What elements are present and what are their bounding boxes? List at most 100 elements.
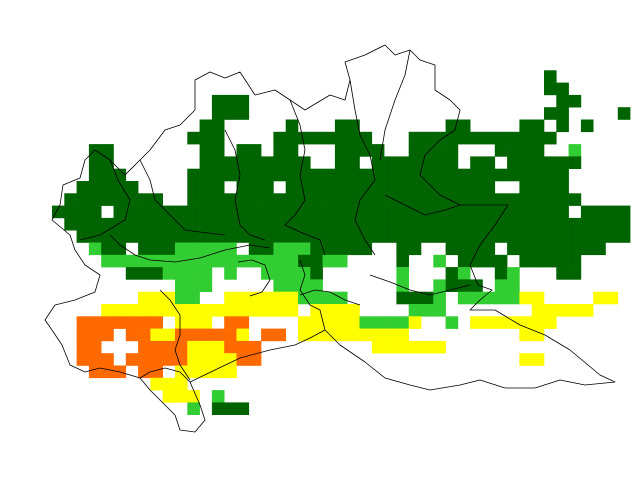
grid-cell — [261, 242, 274, 256]
grid-cell — [236, 291, 250, 305]
grid-cell — [175, 267, 188, 280]
grid-cell — [285, 156, 299, 169]
grid-cell — [544, 168, 557, 182]
grid-cell — [494, 230, 508, 243]
grid-cell — [273, 205, 286, 219]
grid-cell — [457, 217, 471, 231]
grid-cell — [273, 279, 286, 292]
grid-cell — [310, 168, 323, 182]
grid-cell — [347, 205, 360, 219]
grid-cell — [199, 340, 213, 354]
grid-cell — [125, 230, 139, 243]
grid-cell — [556, 94, 569, 108]
grid-cell — [88, 168, 102, 182]
grid-cell — [199, 328, 213, 342]
grid-cell — [310, 242, 323, 256]
grid-cell — [224, 217, 237, 231]
grid-cell — [125, 205, 139, 219]
grid-cell — [248, 353, 262, 366]
grid-cell — [199, 144, 213, 157]
grid-cell — [236, 156, 250, 169]
grid-cell — [76, 340, 90, 354]
grid-cell — [457, 291, 471, 305]
grid-cell — [310, 267, 323, 280]
grid-cell — [334, 304, 348, 317]
grid-cell — [482, 242, 496, 256]
grid-cell — [580, 304, 594, 317]
grid-cell — [162, 328, 176, 342]
grid-cell — [359, 230, 373, 243]
province-border — [79, 159, 131, 241]
grid-cell — [211, 144, 225, 157]
grid-cell — [482, 254, 496, 268]
grid-cell — [150, 254, 163, 268]
grid-cell — [531, 353, 545, 366]
grid-cell — [544, 230, 557, 243]
grid-cell — [310, 205, 323, 219]
grid-cell — [580, 230, 594, 243]
grid-cell — [236, 144, 250, 157]
grid-cell — [396, 340, 409, 354]
grid-cell — [568, 193, 582, 206]
grid-cell — [384, 328, 397, 342]
grid-cell — [396, 242, 409, 256]
grid-cell — [261, 328, 274, 342]
grid-cell — [322, 193, 336, 206]
grid-cell — [421, 217, 434, 231]
grid-cell — [544, 156, 557, 169]
grid-cell — [334, 156, 348, 169]
grid-cell — [187, 328, 200, 342]
grid-cell — [531, 181, 545, 194]
grid-cell — [138, 205, 151, 219]
grid-cell — [470, 230, 483, 243]
grid-cell — [285, 291, 299, 305]
grid-cell — [261, 230, 274, 243]
grid-cell — [322, 242, 336, 256]
grid-cell — [187, 390, 200, 403]
grid-cell — [421, 168, 434, 182]
grid-cell — [556, 193, 569, 206]
grid-cell — [544, 304, 557, 317]
grid-cell — [457, 131, 471, 145]
grid-cell — [519, 254, 532, 268]
grid-cell — [76, 217, 90, 231]
grid-cell — [457, 279, 471, 292]
grid-cell — [421, 193, 434, 206]
grid-cell — [150, 316, 163, 329]
grid-cell — [88, 340, 102, 354]
grid-cell — [236, 353, 250, 366]
grid-cell — [408, 168, 422, 182]
grid-cell — [187, 291, 200, 305]
grid-cell — [211, 168, 225, 182]
grid-cell — [507, 291, 520, 305]
grid-cell — [138, 353, 151, 366]
grid-cell — [298, 205, 311, 219]
grid-cell — [322, 230, 336, 243]
grid-cell — [494, 205, 508, 219]
province-border — [299, 259, 326, 331]
grid-cell — [187, 131, 200, 145]
grid-cell — [519, 328, 532, 342]
grid-cell — [199, 205, 213, 219]
grid-cell — [162, 353, 176, 366]
grid-cell — [138, 242, 151, 256]
grid-cell — [113, 254, 127, 268]
province-border — [384, 194, 461, 216]
grid-cell — [199, 156, 213, 169]
grid-cell — [457, 205, 471, 219]
grid-cell — [384, 340, 397, 354]
grid-cell — [150, 328, 163, 342]
grid-cell — [64, 205, 77, 219]
grid-cell — [211, 402, 225, 415]
grid-cell — [519, 119, 532, 133]
grid-cell — [187, 242, 200, 256]
grid-cell — [556, 254, 569, 268]
grid-cell — [285, 131, 299, 145]
grid-cell — [236, 316, 250, 329]
grid-cell — [175, 230, 188, 243]
grid-cell — [248, 205, 262, 219]
grid-cell — [421, 131, 434, 145]
province-border — [109, 234, 271, 263]
grid-cell — [211, 254, 225, 268]
grid-cell — [101, 217, 114, 231]
